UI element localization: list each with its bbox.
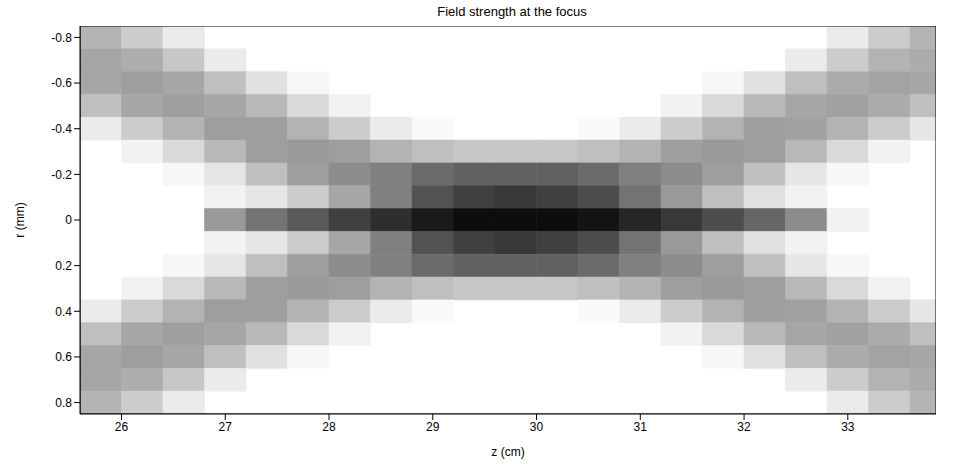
- svg-text:0.4: 0.4: [55, 305, 72, 319]
- svg-text:30: 30: [530, 420, 544, 434]
- svg-text:0.6: 0.6: [55, 350, 72, 364]
- svg-text:-0.6: -0.6: [51, 76, 72, 90]
- html-text:Field strength at the focus: Field strength at the focus: [437, 4, 587, 19]
- svg-text:z (cm): z (cm): [491, 445, 524, 459]
- svg-text:0.2: 0.2: [55, 259, 72, 273]
- svg-text:-0.4: -0.4: [51, 122, 72, 136]
- svg-text:31: 31: [634, 420, 648, 434]
- svg-text:27: 27: [219, 420, 233, 434]
- svg-text:29: 29: [426, 420, 440, 434]
- svg-text:0: 0: [65, 213, 72, 227]
- svg-text:0.8: 0.8: [55, 396, 72, 410]
- svg-text:33: 33: [841, 420, 855, 434]
- svg-text:-0.8: -0.8: [51, 31, 72, 45]
- svg-text:26: 26: [115, 420, 129, 434]
- svg-text:-0.2: -0.2: [51, 168, 72, 182]
- svg-text:32: 32: [737, 420, 751, 434]
- svg-text:r (mm): r (mm): [13, 202, 27, 237]
- svg-text:28: 28: [322, 420, 336, 434]
